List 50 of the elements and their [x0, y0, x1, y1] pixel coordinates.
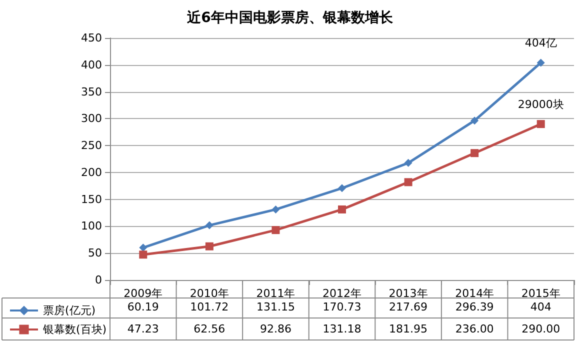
- data-label: 131.18: [322, 322, 362, 336]
- y-tick-label: 200: [81, 166, 102, 179]
- y-tick-label: 100: [81, 220, 102, 233]
- point: [470, 149, 479, 158]
- data-label: 101.72: [190, 300, 229, 314]
- x-tick-label: 2009年: [124, 287, 163, 300]
- data-label: 92.86: [260, 322, 292, 336]
- y-tick-label: 400: [81, 58, 102, 72]
- data-label: 290.00: [522, 322, 560, 336]
- data-label: 404: [530, 300, 552, 314]
- annotation: 29000块: [518, 98, 564, 112]
- point: [205, 242, 214, 250]
- annotation: 404亿: [524, 36, 557, 50]
- x-tick-label: 2013年: [388, 287, 428, 300]
- x-tick-label: 2014年: [455, 287, 494, 300]
- y-tick-label: 250: [81, 139, 102, 152]
- data-label: 296.39: [455, 300, 494, 314]
- legend-label: 票房(亿元): [43, 304, 96, 317]
- x-tick-label: 2012年: [322, 287, 362, 300]
- point: [272, 205, 280, 214]
- x-tick-label: 2015年: [521, 287, 560, 300]
- x-tick-label: 2010年: [190, 287, 229, 300]
- data-label: 131.15: [256, 300, 295, 314]
- data-label: 47.23: [127, 322, 159, 336]
- point: [536, 120, 545, 128]
- point: [338, 205, 346, 214]
- chart-title: 近6年中国电影票房、银幕数增长: [186, 9, 394, 26]
- y-tick-label: 0: [95, 274, 102, 286]
- data-label: 217.69: [389, 300, 428, 314]
- point: [404, 178, 412, 186]
- data-label: 170.73: [322, 300, 362, 314]
- y-tick-label: 450: [81, 32, 102, 44]
- point: [139, 244, 148, 252]
- x-tick-label: 2011年: [256, 287, 296, 300]
- data-label: 62.56: [194, 322, 226, 336]
- point: [536, 58, 545, 67]
- y-tick-label: 50: [88, 246, 102, 260]
- point: [272, 226, 280, 234]
- legend-label: 银幕数(百块): [42, 323, 107, 336]
- y-tick-label: 300: [81, 112, 102, 126]
- y-tick-label: 150: [81, 192, 102, 206]
- y-tick-label: 350: [81, 85, 102, 98]
- point: [404, 158, 412, 167]
- point: [205, 221, 214, 230]
- data-label: 60.19: [127, 300, 159, 314]
- point: [139, 250, 148, 259]
- point: [338, 184, 346, 192]
- data-label: 181.95: [389, 322, 428, 336]
- data-label: 236.00: [455, 322, 494, 336]
- point: [470, 116, 479, 125]
